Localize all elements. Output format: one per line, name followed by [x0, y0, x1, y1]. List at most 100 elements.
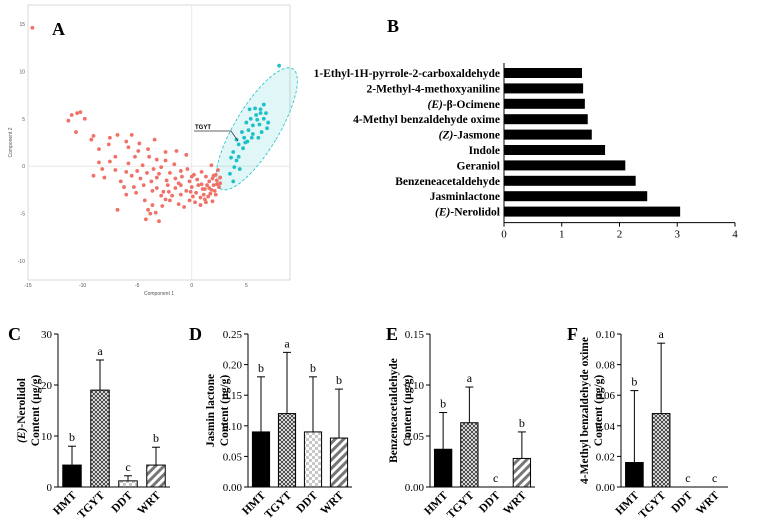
scatter-point	[135, 169, 140, 173]
x-tick-label: -15	[24, 283, 31, 289]
x-tick-label: 0	[501, 229, 507, 241]
scatter-point	[142, 198, 147, 203]
scatter-point	[129, 173, 134, 178]
tgyt-point	[261, 102, 266, 107]
scatter-point	[154, 186, 159, 190]
scatter-point	[97, 147, 101, 152]
scatter-point	[146, 207, 150, 212]
scatter-point	[161, 189, 166, 194]
x-tick-label: DDT	[669, 489, 695, 515]
scatter-point	[145, 170, 149, 175]
scatter-point	[141, 183, 146, 188]
significance-letter: b	[153, 431, 159, 445]
scatter-point	[193, 200, 197, 205]
category-label: 2-Methyl-4-methoxyaniline	[366, 83, 500, 95]
significance-letter: a	[97, 344, 103, 358]
y-axis-label-line1: Benzeneacetaldehyde	[388, 358, 400, 463]
bar	[303, 431, 323, 488]
significance-letter: c	[712, 471, 717, 485]
scatter-point	[188, 189, 193, 194]
tgyt-point	[234, 158, 239, 163]
bar	[504, 68, 582, 78]
scatter-point	[89, 137, 94, 142]
bar	[504, 98, 585, 109]
x-tick-label: DDT	[477, 489, 503, 515]
scatter-point	[140, 163, 145, 168]
scatter-point	[185, 167, 190, 171]
bar	[504, 114, 588, 125]
x-tick-label: TGYT	[76, 489, 108, 521]
scatter-point	[74, 130, 78, 134]
scatter-point	[172, 162, 177, 167]
tgyt-point	[237, 167, 242, 171]
scatter-point	[195, 177, 200, 182]
scatter-point	[75, 111, 80, 116]
scatter-point	[147, 154, 152, 159]
x-tick-label: -10	[79, 283, 86, 289]
panel-b-bar-chart: B 1-Ethyl-1H-pyrrole-2-carboxaldehyde 2-Me…	[314, 16, 739, 241]
category-label: Jasminlactone	[430, 191, 500, 203]
scatter-point	[163, 197, 168, 202]
scatter-point	[164, 178, 169, 183]
y-tick-label: -10	[18, 259, 25, 265]
tgyt-point	[253, 106, 257, 111]
scatter-point	[91, 133, 96, 138]
y-tick-label: 5	[22, 117, 25, 123]
scatter-point	[217, 185, 221, 189]
y-tick-label: 0.20	[223, 360, 243, 372]
bar	[504, 145, 606, 155]
scatter-point	[154, 157, 159, 162]
scatter-point	[211, 183, 216, 188]
panel-label: C	[8, 324, 21, 344]
scatter-point	[157, 171, 161, 176]
scatter-point	[124, 139, 129, 144]
significance-letter: b	[631, 375, 637, 389]
scatter-point	[178, 169, 183, 173]
bar	[651, 413, 671, 488]
tgyt-point	[242, 135, 247, 140]
scatter-point	[176, 202, 181, 207]
scatter-point	[129, 133, 134, 137]
tgyt-point	[231, 150, 236, 154]
bar	[625, 462, 644, 488]
category-label: Benzeneacetaldehyde	[395, 176, 500, 188]
scatter-point	[152, 137, 157, 142]
scatter-point	[163, 150, 168, 154]
significance-letter: c	[493, 471, 498, 485]
significance-letter: a	[284, 336, 290, 350]
x-tick-label: 4	[732, 229, 738, 241]
panel-d-bar-chart: DbHMTaTGYTbDDTbWRT0.000.050.100.150.200.…	[189, 324, 352, 521]
scatter-point	[113, 154, 118, 159]
x-tick-label: TGYT	[445, 489, 477, 521]
tgyt-point	[241, 146, 245, 151]
scatter-point	[106, 142, 111, 147]
scatter-point	[69, 113, 74, 117]
tgyt-point	[256, 135, 261, 140]
y-tick-label: 0.04	[596, 421, 616, 433]
scatter-point	[210, 199, 215, 204]
y-tick-label: 0.15	[223, 390, 243, 402]
scatter-point	[210, 176, 215, 181]
bar	[504, 160, 626, 171]
scatter-point	[159, 193, 164, 198]
scatter-point	[209, 163, 214, 168]
y-tick-label: 0.10	[405, 380, 425, 392]
scatter-point	[78, 110, 83, 115]
bar	[433, 448, 453, 488]
x-tick-label: 2	[617, 229, 623, 241]
y-axis-label-line2: Content (µg/g)	[593, 375, 605, 447]
scatter-point	[154, 175, 159, 180]
category-label: 1-Ethyl-1H-pyrrole-2-carboxaldehyde	[314, 68, 500, 80]
scatter-point	[218, 181, 223, 186]
tgyt-point	[264, 111, 268, 116]
scatter-point	[150, 188, 155, 193]
bar	[251, 431, 271, 488]
y-tick-label: 0.06	[596, 390, 616, 402]
bar	[504, 83, 584, 94]
scatter-point	[157, 219, 161, 224]
scatter-point	[199, 182, 204, 187]
scatter-point	[189, 174, 194, 179]
scatter-point	[204, 174, 208, 179]
scatter-point	[199, 169, 204, 174]
